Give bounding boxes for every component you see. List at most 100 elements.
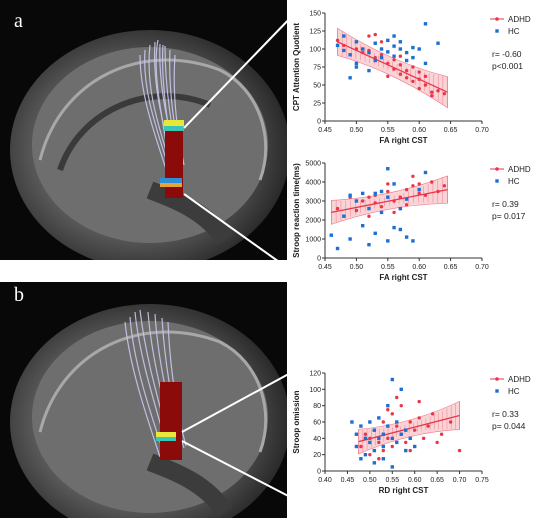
adhd-point xyxy=(398,54,403,58)
hc-point xyxy=(363,436,368,441)
adhd-point xyxy=(448,420,453,424)
hc-point xyxy=(348,193,352,197)
hc-point xyxy=(395,440,399,445)
adhd-point xyxy=(368,452,372,457)
stat-text: r= 0.33 xyxy=(492,409,519,419)
adhd-point xyxy=(342,43,346,48)
hc-point xyxy=(386,239,390,243)
hc-point xyxy=(354,199,359,203)
hc-point xyxy=(417,187,421,192)
hc-point xyxy=(372,428,377,432)
y-tick-label: 100 xyxy=(309,47,321,54)
hc-point xyxy=(390,436,394,441)
hc-point xyxy=(379,47,384,51)
hc-point xyxy=(342,34,346,38)
adhd-point xyxy=(373,201,377,205)
stat-text: r= -0.60 xyxy=(492,49,522,59)
y-tick-label: 0 xyxy=(317,256,321,263)
y-tick-label: 20 xyxy=(313,452,321,459)
hc-point xyxy=(423,22,428,26)
x-tick-label: 0.45 xyxy=(341,477,355,484)
legend-hc-marker xyxy=(495,29,499,33)
y-tick-label: 150 xyxy=(309,11,321,18)
hc-point xyxy=(404,197,409,201)
y-tick-label: 80 xyxy=(313,403,321,410)
stat-text: p= 0.017 xyxy=(492,211,526,221)
legend-label: HC xyxy=(508,27,520,36)
adhd-point xyxy=(367,214,371,218)
hc-point xyxy=(423,170,428,175)
x-tick-label: 0.65 xyxy=(444,127,458,134)
y-axis-label: Stroop omission xyxy=(292,390,301,453)
hc-point xyxy=(373,58,377,63)
hc-point xyxy=(368,420,372,424)
hc-point xyxy=(367,50,371,55)
adhd-point xyxy=(398,63,403,67)
hc-point xyxy=(411,55,415,60)
adhd-point xyxy=(426,424,430,428)
adhd-point xyxy=(417,70,421,74)
legend-label: ADHD xyxy=(508,15,531,24)
adhd-point xyxy=(377,457,381,461)
adhd-point xyxy=(404,203,409,207)
adhd-point xyxy=(381,420,386,424)
adhd-point xyxy=(367,34,371,38)
fit-line xyxy=(331,188,448,214)
adhd-point xyxy=(386,408,390,412)
y-tick-label: 5000 xyxy=(305,161,321,168)
adhd-point xyxy=(399,403,403,408)
adhd-point xyxy=(442,184,447,188)
hc-point xyxy=(411,45,415,50)
y-tick-label: 0 xyxy=(317,119,321,126)
hc-point xyxy=(404,448,408,453)
x-tick-label: 0.50 xyxy=(350,264,364,271)
hc-point xyxy=(399,432,403,436)
hc-point xyxy=(367,206,371,211)
hc-point xyxy=(398,206,403,211)
adhd-point xyxy=(411,79,415,84)
x-tick-label: 0.70 xyxy=(453,477,467,484)
adhd-point xyxy=(404,440,408,445)
chart-cpt-attention: 0.45 0.50 0.55 0.60 0.65 0.70 0 25 50 75 100 125 150… xyxy=(292,11,531,146)
hc-point xyxy=(390,377,394,382)
hc-point xyxy=(373,41,377,45)
legend-label: ADHD xyxy=(508,375,531,384)
hc-point xyxy=(377,416,381,420)
hc-point xyxy=(423,61,428,66)
y-axis-label: Stroop reaction time(ms) xyxy=(292,163,301,258)
adhd-point xyxy=(392,58,396,62)
x-tick-label: 0.40 xyxy=(318,477,332,484)
hc-point xyxy=(342,214,346,218)
y-tick-label: 40 xyxy=(313,436,321,443)
y-tick-label: 100 xyxy=(309,387,321,394)
hc-point xyxy=(372,461,377,465)
x-tick-label: 0.55 xyxy=(381,264,395,271)
hc-point xyxy=(360,224,365,228)
adhd-point xyxy=(386,436,390,441)
adhd-point xyxy=(417,399,421,404)
hc-point xyxy=(386,167,390,171)
hc-point xyxy=(368,440,372,445)
hc-point xyxy=(342,48,346,53)
hc-point xyxy=(392,34,396,38)
y-tick-label: 25 xyxy=(313,101,321,108)
hc-point xyxy=(381,444,386,449)
hc-point xyxy=(413,444,417,449)
y-tick-label: 3000 xyxy=(305,199,321,206)
panel-label-a: a xyxy=(14,10,23,32)
hc-point xyxy=(404,428,408,432)
hc-point xyxy=(386,424,390,428)
adhd-point xyxy=(354,208,359,213)
hc-point xyxy=(354,40,359,44)
hc-point xyxy=(379,55,384,60)
legend-label: HC xyxy=(508,177,520,186)
y-tick-label: 0 xyxy=(317,469,321,476)
y-tick-label: 120 xyxy=(309,371,321,378)
stat-text: p<0.001 xyxy=(492,61,523,71)
hc-point xyxy=(354,444,359,449)
adhd-point xyxy=(411,174,415,178)
hc-point xyxy=(392,182,396,186)
legend-adhd-marker xyxy=(495,167,499,171)
hc-point xyxy=(381,432,386,436)
